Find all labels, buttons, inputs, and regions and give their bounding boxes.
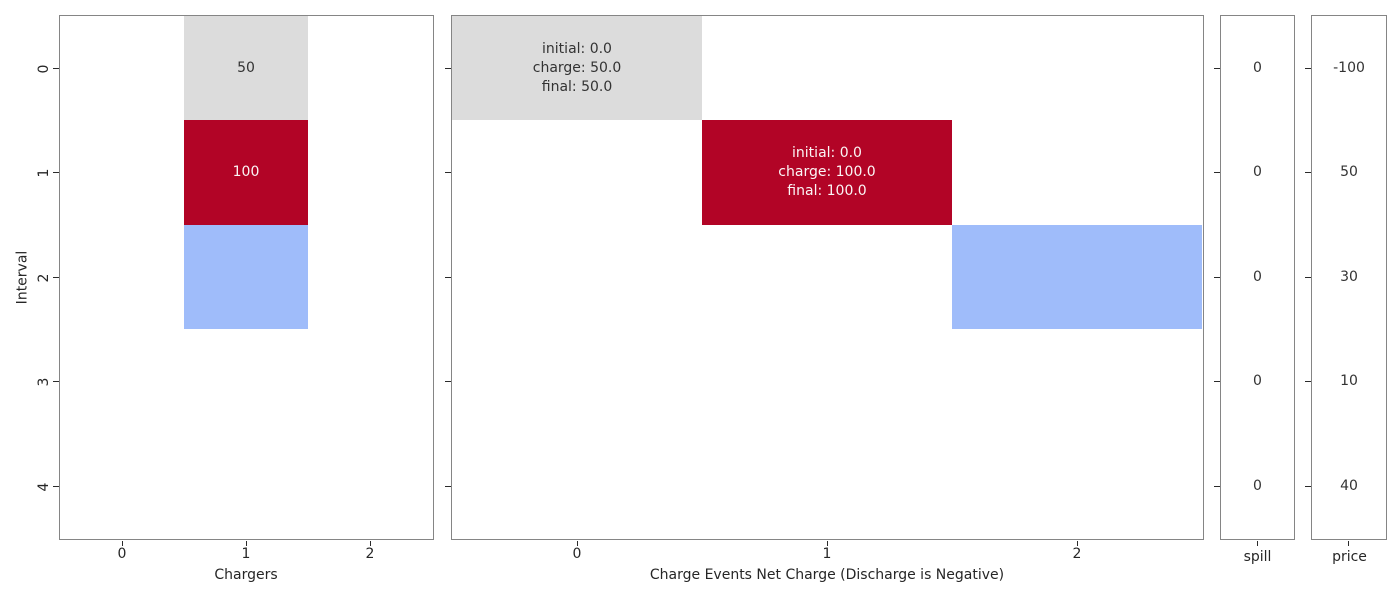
tick-mark bbox=[1076, 540, 1078, 546]
chargers-x-tick-2: 2 bbox=[365, 546, 375, 562]
event0-charge: charge: 50.0 bbox=[532, 59, 622, 76]
tick-mark bbox=[53, 172, 59, 174]
event0-final: final: 50.0 bbox=[541, 78, 613, 95]
tick-mark bbox=[576, 540, 578, 546]
spill-value-1: 0 bbox=[1253, 164, 1262, 180]
events-axis-label: Charge Events Net Charge (Discharge is N… bbox=[649, 567, 1005, 583]
tick-mark bbox=[369, 540, 371, 546]
price-panel: -100 50 30 10 40 bbox=[1305, 15, 1387, 546]
tick-mark bbox=[1305, 381, 1311, 383]
chargers-x-tick-0: 0 bbox=[117, 546, 127, 562]
event1-final: final: 100.0 bbox=[787, 183, 867, 199]
spill-value-0: 0 bbox=[1253, 60, 1262, 76]
y-tick-label-2: 2 bbox=[36, 273, 52, 283]
tick-mark bbox=[445, 172, 451, 174]
tick-mark bbox=[445, 67, 451, 69]
events-x-tick-1: 1 bbox=[822, 546, 832, 562]
tick-mark bbox=[53, 381, 59, 383]
events-x-tick-0: 0 bbox=[572, 546, 582, 562]
price-value-2: 30 bbox=[1340, 269, 1358, 285]
tick-mark bbox=[1256, 540, 1258, 546]
chargers-axis-label: Chargers bbox=[214, 567, 278, 583]
spill-value-3: 0 bbox=[1253, 373, 1262, 389]
event0-initial: initial: 0.0 bbox=[542, 40, 612, 57]
charge-events-panel: initial: 0.0 charge: 50.0 final: 50.0 in… bbox=[445, 15, 1204, 546]
spill-value-4: 0 bbox=[1253, 478, 1262, 494]
tick-mark bbox=[1214, 276, 1220, 278]
price-value-0: -100 bbox=[1333, 60, 1365, 76]
tick-mark bbox=[445, 485, 451, 487]
tick-mark bbox=[1348, 540, 1350, 546]
y-axis-label: Interval bbox=[14, 250, 31, 305]
tick-mark bbox=[121, 540, 123, 546]
chargers-x-tick-1: 1 bbox=[241, 546, 251, 562]
tick-mark bbox=[53, 67, 59, 69]
tick-mark bbox=[445, 381, 451, 383]
chargers-cell-interval1: 100 bbox=[184, 120, 308, 225]
tick-mark bbox=[53, 276, 59, 278]
event-cell-1: initial: 0.0 charge: 100.0 final: 100.0 bbox=[702, 120, 952, 225]
tick-mark bbox=[1214, 381, 1220, 383]
events-x-tick-2: 2 bbox=[1072, 546, 1082, 562]
tick-mark bbox=[1305, 276, 1311, 278]
event-cell-0: initial: 0.0 charge: 50.0 final: 50.0 bbox=[452, 16, 702, 120]
y-tick-label-4: 4 bbox=[36, 482, 52, 492]
tick-mark bbox=[1305, 67, 1311, 69]
event1-initial: initial: 0.0 bbox=[792, 145, 862, 161]
price-axis-label: price bbox=[1332, 549, 1367, 565]
tick-mark bbox=[53, 485, 59, 487]
spill-panel: 0 0 0 0 0 bbox=[1214, 15, 1295, 546]
price-value-1: 50 bbox=[1340, 164, 1358, 180]
event1-charge: charge: 100.0 bbox=[778, 164, 876, 180]
tick-mark bbox=[1305, 172, 1311, 174]
chargers-cell-interval0: 50 bbox=[184, 16, 308, 120]
tick-mark bbox=[1214, 485, 1220, 487]
tick-mark bbox=[445, 276, 451, 278]
price-value-3: 10 bbox=[1340, 373, 1358, 389]
y-tick-label-3: 3 bbox=[36, 377, 52, 387]
spill-value-2: 0 bbox=[1253, 269, 1262, 285]
tick-mark bbox=[1305, 485, 1311, 487]
price-value-4: 40 bbox=[1340, 478, 1358, 494]
chargers-panel: 50 100 bbox=[53, 15, 434, 546]
event-cell-2 bbox=[952, 225, 1202, 329]
chargers-cell-interval1-value: 100 bbox=[232, 164, 260, 180]
y-tick-label-0: 0 bbox=[36, 64, 52, 74]
tick-mark bbox=[1214, 172, 1220, 174]
y-tick-label-1: 1 bbox=[36, 168, 52, 178]
spill-axis-label: spill bbox=[1243, 549, 1272, 565]
chargers-cell-interval2 bbox=[184, 225, 308, 329]
tick-mark bbox=[1214, 67, 1220, 69]
tick-mark bbox=[245, 540, 247, 546]
chargers-cell-interval0-value: 50 bbox=[237, 59, 255, 76]
tick-mark bbox=[826, 540, 828, 546]
